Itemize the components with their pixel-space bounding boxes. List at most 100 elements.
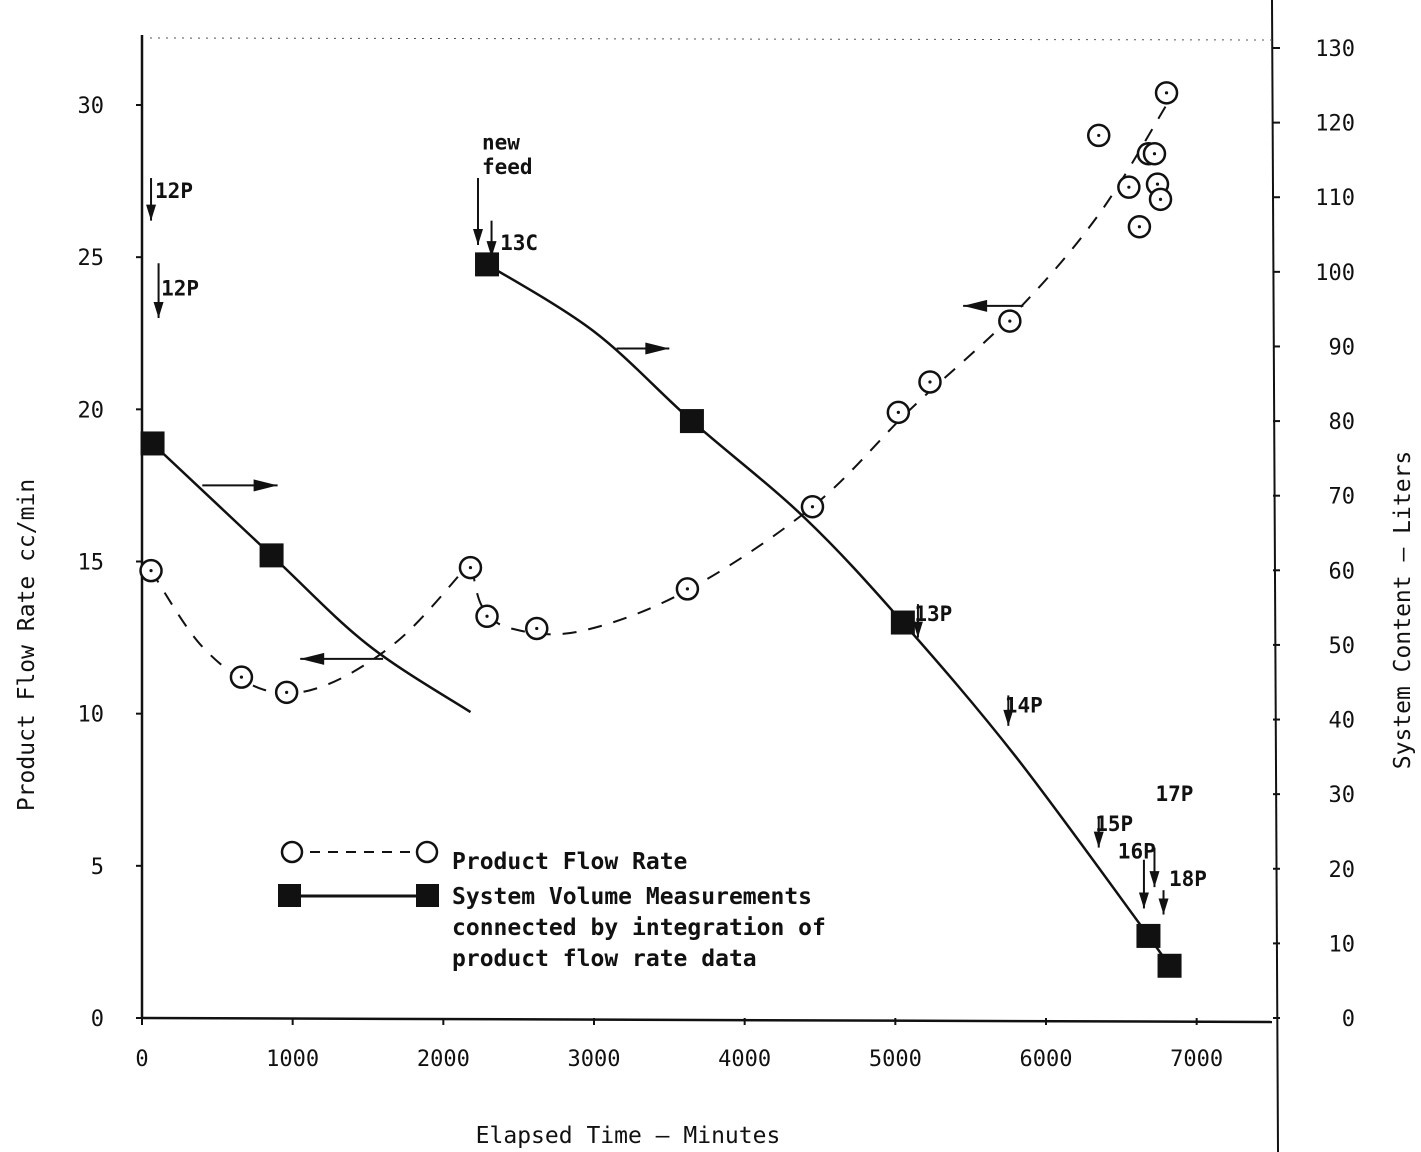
event-label: 17P xyxy=(1155,782,1193,806)
event-arrow-12p-head xyxy=(153,302,164,319)
y-ticks-right: 0 10 20 30 40 50 60 70 80 90 100 110 120 130 xyxy=(1273,37,1355,1032)
x-tick-label: 3000 xyxy=(568,1047,621,1072)
event-arrow-15p-head xyxy=(1093,831,1104,848)
system-volume-point xyxy=(140,431,165,456)
flow-rate-point-dot xyxy=(485,614,489,618)
flow-rate-point-dot xyxy=(1097,133,1101,138)
event-arrow-16p-head xyxy=(1138,892,1149,909)
x-tick-label: 5000 xyxy=(869,1047,922,1072)
y-axis-right-title: System Content — Liters xyxy=(1390,451,1416,770)
system-volume-point xyxy=(679,409,704,434)
flow-rate-point xyxy=(1148,187,1173,212)
flow-rate-point xyxy=(886,400,911,425)
flow-rate-point xyxy=(1086,123,1111,148)
legend-entry-flow-rate: Product Flow Rate xyxy=(280,840,687,875)
y-axis-right xyxy=(1271,0,1279,1152)
series-system-volume xyxy=(140,252,1182,978)
y-left-tick-label: 30 xyxy=(78,94,105,119)
curves xyxy=(150,104,1171,967)
y-right-tick-label: 110 xyxy=(1315,186,1355,211)
flow-rate-point-dot xyxy=(1155,182,1160,186)
system-volume-curve-segment xyxy=(486,263,1150,937)
y-left-tick-label: 0 xyxy=(91,1007,104,1032)
y-left-tick-label: 10 xyxy=(78,703,105,728)
flow-rate-point xyxy=(1142,141,1167,166)
y-ticks-left: 0 5 10 15 20 25 30 xyxy=(78,94,142,1032)
flow-rate-curve-segment xyxy=(150,566,467,695)
flow-rate-curve-segment xyxy=(471,104,1168,636)
event-arrow-18p-head xyxy=(1158,898,1169,915)
flow-rate-point xyxy=(524,616,549,641)
y-right-tick-label: 70 xyxy=(1329,485,1356,510)
flow-rate-point-dot xyxy=(239,675,244,679)
legend: Product Flow Rate System Volume Measurem… xyxy=(278,840,826,972)
y-left-tick-label: 20 xyxy=(78,398,105,423)
y-right-tick-label: 60 xyxy=(1329,559,1356,584)
flow-rate-point-dot xyxy=(1137,225,1142,229)
direction-arrows xyxy=(202,299,1024,665)
flow-rate-point xyxy=(800,494,825,519)
flow-rate-point xyxy=(918,370,942,394)
flow-rate-point-dot xyxy=(810,505,815,509)
top-border xyxy=(149,37,1273,41)
event-arrow-12p-head xyxy=(146,204,157,221)
y-right-tick-label: 0 xyxy=(1342,1007,1355,1032)
flow-rate-point-dot xyxy=(1164,91,1169,95)
flow-rate-point-dot xyxy=(149,569,153,573)
flow-rate-point xyxy=(1117,175,1141,199)
event-arrow-new-feed-head xyxy=(472,228,483,245)
legend-entry-system-volume: System Volume Measurements connected by … xyxy=(278,884,826,972)
flow-rate-point xyxy=(458,555,483,580)
event-arrow-17p-head xyxy=(1149,871,1160,888)
x-axis-title: Elapsed Time — Minutes xyxy=(476,1123,781,1149)
event-label: 12P xyxy=(161,277,199,301)
y-right-tick-label: 20 xyxy=(1329,858,1356,883)
event-arrows xyxy=(146,178,1169,915)
arrow-left-flow-head xyxy=(963,299,988,312)
legend-open-circle-marker xyxy=(415,840,439,864)
legend-label-system-volume-line2: connected by integration of xyxy=(452,915,826,941)
system-volume-point xyxy=(1136,923,1161,948)
flow-rate-point-dot xyxy=(1008,319,1012,323)
legend-label-system-volume-line1: System Volume Measurements xyxy=(452,884,812,910)
x-tick-label: 4000 xyxy=(718,1047,771,1072)
x-tick-label: 0 xyxy=(135,1047,148,1072)
series-product-flow-rate xyxy=(139,81,1179,705)
flow-rate-point-dot xyxy=(535,626,539,631)
flow-rate-point-dot xyxy=(285,690,289,694)
arrow-right-volume-head xyxy=(645,342,670,355)
flow-rate-point xyxy=(475,604,499,629)
x-ticks: 0 1000 2000 3000 4000 5000 6000 7000 xyxy=(135,1018,1223,1072)
legend-label-flow-rate: Product Flow Rate xyxy=(452,849,687,875)
y-right-tick-label: 130 xyxy=(1315,37,1355,62)
event-arrow-14p-head xyxy=(1003,709,1014,726)
flow-rate-point-dot xyxy=(1152,152,1157,156)
y-right-tick-label: 80 xyxy=(1329,410,1356,435)
event-label: feed xyxy=(482,155,533,179)
event-label: 18P xyxy=(1169,867,1207,891)
event-label: new xyxy=(482,131,520,155)
system-volume-point xyxy=(259,543,284,568)
system-volume-curve-segment xyxy=(151,442,472,714)
flow-rate-point xyxy=(229,665,254,689)
flow-rate-point xyxy=(139,558,163,583)
legend-open-circle-marker xyxy=(280,840,304,864)
legend-filled-square-marker xyxy=(416,884,439,907)
event-label: 12P xyxy=(155,179,193,203)
y-axis-left-title: Product Flow Rate cc/min xyxy=(14,479,40,811)
x-tick-label: 2000 xyxy=(417,1047,470,1072)
system-volume-point xyxy=(475,252,500,277)
y-right-tick-label: 120 xyxy=(1315,112,1355,137)
arrow-right-volume-head xyxy=(253,479,278,492)
y-right-tick-label: 90 xyxy=(1329,335,1356,360)
flow-rate-point-dot xyxy=(468,565,473,570)
flow-rate-point-dot xyxy=(1158,197,1163,201)
flow-rate-point-dot xyxy=(928,380,932,384)
flow-rate-point xyxy=(998,309,1022,333)
event-arrow-13p-head xyxy=(912,621,923,638)
x-axis xyxy=(141,1016,1273,1024)
flow-rate-point xyxy=(274,680,299,705)
flow-rate-point-dot xyxy=(1127,185,1131,189)
x-tick-label: 1000 xyxy=(266,1047,319,1072)
legend-filled-square-marker xyxy=(278,884,301,907)
